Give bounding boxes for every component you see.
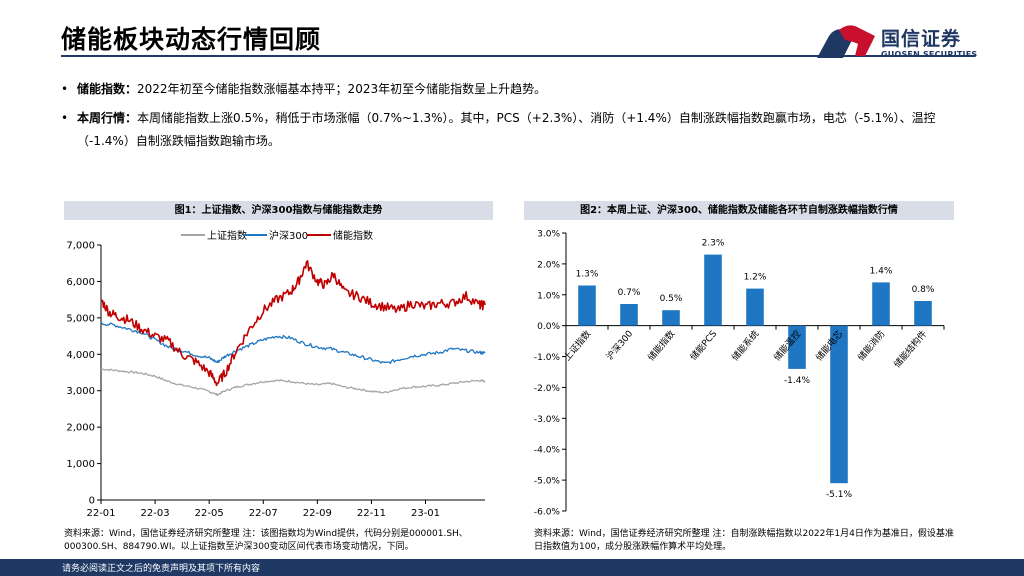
index-trend-chart: 0 1,000 2,000 3,000 4,000 5,000 6,000 7,000 22-0…	[66, 229, 486, 519]
y-tick-label: 4,000	[66, 350, 95, 361]
y-tick-label: 1,000	[66, 459, 95, 470]
logo-chinese-name: 国信证券	[881, 28, 962, 50]
bar	[578, 285, 596, 326]
y-tick-label: -3.0%	[534, 415, 561, 425]
bullet-index: • 储能指数：2022年初至今储能指数涨幅基本持平；2023年初至今储能指数呈上…	[61, 78, 971, 101]
data-label: 0.7%	[618, 288, 641, 298]
y-tick-label: 6,000	[66, 277, 95, 288]
bar	[788, 325, 806, 369]
company-logo: 国信证券 GUOSEN SECURITIES	[815, 22, 978, 62]
bullet-marker: •	[61, 111, 69, 125]
data-label: -5.1%	[826, 490, 853, 500]
chart1-heading: 图1：上证指数、沪深300指数与储能指数走势	[64, 201, 493, 220]
category-label: 储能结构件	[891, 328, 929, 370]
summary-bullets: • 储能指数：2022年初至今储能指数涨幅基本持平；2023年初至今储能指数呈上…	[61, 78, 971, 159]
y-tick-label: 3.0%	[537, 230, 560, 240]
bar	[746, 288, 764, 326]
footer-bar: 请务必阅读正文之后的免责声明及其项下所有内容	[0, 559, 1024, 576]
y-tick-label: -5.0%	[534, 477, 561, 487]
bullet-text: 本周储能指数上涨0.5%，稍低于市场涨幅（0.7%~1.3%）。其中，PCS（+…	[77, 111, 936, 148]
bar	[662, 310, 680, 326]
bullet-label: 储能指数：	[77, 82, 138, 96]
series-line-3	[100, 260, 486, 387]
x-tick-label: 23-01	[411, 508, 440, 519]
y-tick-label: 0.0%	[537, 322, 560, 332]
y-tick-label: 7,000	[66, 241, 95, 252]
chart2-heading: 图2：本周上证、沪深300、储能指数及储能各环节自制涨跌幅指数行情	[524, 201, 954, 220]
bullet-text: 2022年初至今储能指数涨幅基本持平；2023年初至今储能指数呈上升趋势。	[137, 82, 547, 96]
y-tick-label: 2.0%	[537, 260, 560, 270]
x-tick-label: 22-03	[141, 508, 170, 519]
series-line-1	[101, 368, 486, 397]
y-tick-label: -1.0%	[534, 353, 561, 363]
bullet-weekly: • 本周行情：本周储能指数上涨0.5%，稍低于市场涨幅（0.7%~1.3%）。其…	[61, 107, 971, 153]
x-tick-label: 22-07	[249, 508, 278, 519]
y-tick-label: 3,000	[66, 386, 95, 397]
bar	[620, 304, 638, 326]
y-tick-label: 1.0%	[537, 291, 560, 301]
y-tick-label: -6.0%	[534, 508, 561, 518]
category-label: 沪深300	[603, 328, 635, 363]
y-tick-label: 2,000	[66, 423, 95, 434]
bullet-label: 本周行情：	[77, 111, 138, 125]
data-label: 0.8%	[912, 285, 935, 295]
chart1-source: 资料来源：Wind，国信证券经济研究所整理 注：该图指数均为Wind提供，代码分…	[64, 529, 468, 552]
data-label: 1.3%	[576, 270, 599, 280]
y-tick-label: -4.0%	[534, 446, 561, 456]
y-tick-label: 0	[89, 496, 95, 507]
bar	[704, 254, 722, 326]
data-label: 1.2%	[744, 273, 767, 283]
footer-disclaimer: 请务必阅读正文之后的免责声明及其项下所有内容	[62, 564, 261, 574]
bar	[830, 325, 848, 484]
data-label: 0.5%	[660, 294, 683, 304]
weekly-return-chart: 3.0% 2.0% 1.0% 0.0% -1.0% -2.0% -3.0% -4.0% -5.0…	[534, 230, 945, 518]
x-tick-label: 22-05	[195, 508, 224, 519]
y-tick-label: -2.0%	[534, 384, 561, 394]
legend-label: 沪深300	[269, 229, 308, 242]
category-label: 储能指数	[645, 328, 677, 363]
legend-label: 储能指数	[333, 229, 373, 242]
page-title: 储能板块动态行情回顾	[61, 25, 322, 54]
data-label: 2.3%	[702, 239, 725, 249]
category-label: 储能消防	[855, 328, 887, 363]
title-divider	[61, 55, 975, 57]
data-label: -1.4%	[784, 376, 811, 386]
data-label: 1.4%	[870, 266, 893, 276]
chart2-source: 资料来源：Wind，国信证券经济研究所整理 注：自制涨跌幅指数以2022年1月4…	[534, 529, 954, 552]
bullet-marker: •	[61, 82, 69, 96]
bar	[914, 301, 932, 326]
guosen-logo-icon	[817, 25, 875, 58]
x-tick-label: 22-01	[86, 508, 115, 519]
x-tick-label: 22-11	[357, 508, 386, 519]
bar	[872, 282, 890, 326]
series-line-2	[100, 321, 486, 365]
x-tick-label: 22-09	[303, 508, 332, 519]
legend-label: 上证指数	[207, 229, 247, 242]
logo-english-name: GUOSEN SECURITIES	[881, 50, 978, 59]
y-tick-label: 5,000	[66, 313, 95, 324]
category-label: 储能PCS	[687, 328, 719, 363]
category-label: 储能系统	[729, 328, 761, 363]
